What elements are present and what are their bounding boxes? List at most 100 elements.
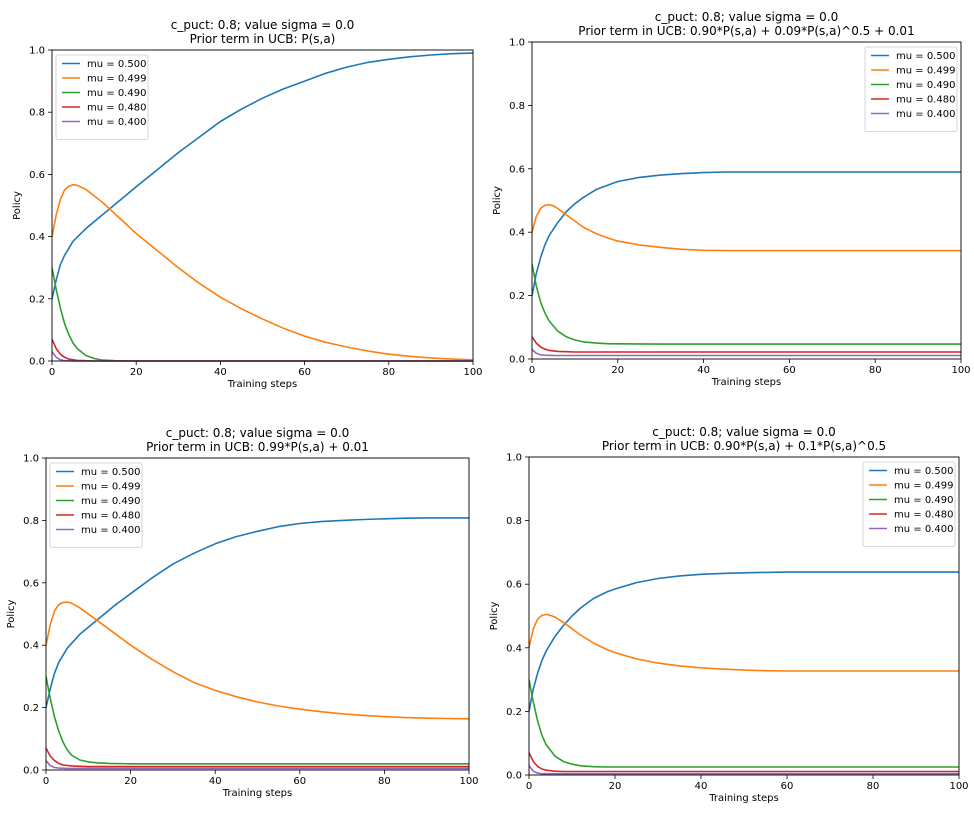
legend-box [55,54,149,140]
x-tick-label: 0 [526,781,532,792]
legend-entry: mu = 0.400 [87,117,146,128]
y-axis-label: Policy [12,191,23,220]
legend-entry: mu = 0.499 [896,66,955,77]
chart-subtitle: Prior term in UCB: P(s,a) [190,32,336,46]
x-tick-label: 0 [49,367,55,378]
y-axis-label: Policy [492,186,503,215]
series-line-1 [532,171,961,296]
legend-entry: mu = 0.480 [81,511,140,522]
x-tick-label: 60 [783,365,796,376]
series-line-4 [529,752,959,773]
x-axis-label: Training steps [711,377,781,388]
x-tick-label: 80 [867,781,880,792]
legend: mu = 0.500 mu = 0.499 mu = 0.490 mu = 0.480… [864,46,958,132]
x-tick-label: 60 [298,367,311,378]
legend-entry: mu = 0.490 [81,496,140,507]
legend-entry: mu = 0.500 [81,467,140,478]
legend-entry: mu = 0.480 [896,95,955,106]
chart-subtitle: Prior term in UCB: 0.99*P(s,a) + 0.01 [146,440,369,454]
series-line-1 [529,571,959,712]
legend: mu = 0.500 mu = 0.499 mu = 0.490 mu = 0.480… [862,461,956,547]
legend-box [864,46,958,132]
x-tick-label: 20 [609,781,622,792]
legend-entry: mu = 0.499 [81,482,140,493]
series-lines [529,571,959,775]
y-tick-label: 1.0 [29,46,45,57]
x-tick-label: 60 [781,781,794,792]
series-line-4 [532,336,961,353]
y-tick-label: 0.2 [506,707,522,718]
legend-entry: mu = 0.480 [87,103,146,114]
y-tick-label: 1.0 [509,38,525,49]
legend-entry: mu = 0.500 [87,59,146,70]
chart-title: c_puct: 0.8; value sigma = 0.0 [166,426,350,440]
x-axis-label: Training steps [222,788,292,799]
chart-subtitle: Prior term in UCB: 0.90*P(s,a) + 0.1*P(s… [602,439,886,453]
y-tick-label: 0.8 [506,516,522,527]
plot-frame [531,41,962,360]
series-line-3 [532,263,961,345]
y-tick-label: 0.0 [509,355,525,366]
series-line-5 [529,765,959,775]
legend-entry: mu = 0.499 [87,74,146,85]
series-line-3 [529,679,959,768]
y-axis-label: Policy [6,600,17,629]
x-axis-label: Training steps [708,793,778,804]
series-line-2 [52,183,473,361]
series-line-5 [46,760,469,770]
x-tick-label: 0 [529,365,535,376]
series-line-2 [529,613,959,672]
y-tick-label: 0.8 [23,516,39,527]
chart-title: c_puct: 0.8; value sigma = 0.0 [655,10,839,24]
legend-entry: mu = 0.400 [896,109,955,120]
x-axis-label: Training steps [227,379,297,390]
series-line-5 [532,348,961,357]
series-line-3 [52,267,473,362]
x-tick-label: 60 [293,776,306,787]
y-tick-label: 0.6 [509,164,525,175]
y-tick-label: 0.4 [29,232,45,243]
y-tick-label: 1.0 [506,453,522,464]
y-tick-label: 0.8 [509,101,525,112]
series-line-4 [52,338,473,362]
series-line-1 [46,517,469,708]
x-tick-label: 100 [459,776,478,787]
chart-subtitle: Prior term in UCB: 0.90*P(s,a) + 0.09*P(… [578,24,914,38]
x-tick-label: 80 [382,367,395,378]
series-line-3 [46,676,469,765]
legend-box [862,461,956,547]
y-tick-label: 0.8 [29,108,45,119]
y-tick-label: 0.4 [506,643,522,654]
chart-title: c_puct: 0.8; value sigma = 0.0 [652,425,836,439]
x-tick-label: 20 [124,776,137,787]
x-tick-label: 0 [43,776,49,787]
y-tick-label: 0.0 [23,766,39,777]
legend-entry: mu = 0.490 [87,88,146,99]
series-line-4 [46,747,469,768]
legend-entry: mu = 0.500 [896,51,955,62]
series-line-1 [52,52,473,299]
legend: mu = 0.500 mu = 0.499 mu = 0.490 mu = 0.480… [55,54,149,140]
y-tick-label: 0.6 [23,578,39,589]
plot-frame [51,49,474,362]
x-tick-label: 100 [951,365,970,376]
x-tick-label: 80 [378,776,391,787]
x-tick-label: 20 [130,367,143,378]
x-tick-label: 40 [697,365,710,376]
series-lines [532,171,961,357]
plot-frame [528,456,960,776]
y-tick-label: 0.0 [29,357,45,368]
y-tick-label: 0.4 [509,228,525,239]
series-line-2 [532,203,961,252]
legend-entry: mu = 0.400 [81,525,140,536]
chart-title: c_puct: 0.8; value sigma = 0.0 [171,18,355,32]
legend-entry: mu = 0.490 [894,495,953,506]
y-axis-label: Policy [489,602,500,631]
legend-entry: mu = 0.500 [894,466,953,477]
x-tick-label: 100 [463,367,482,378]
y-tick-label: 0.0 [506,771,522,782]
y-tick-label: 0.6 [506,580,522,591]
